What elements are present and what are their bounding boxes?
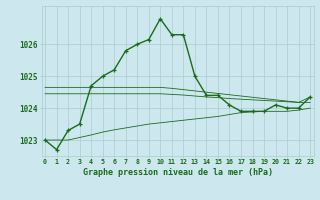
X-axis label: Graphe pression niveau de la mer (hPa): Graphe pression niveau de la mer (hPa) [83, 168, 273, 177]
